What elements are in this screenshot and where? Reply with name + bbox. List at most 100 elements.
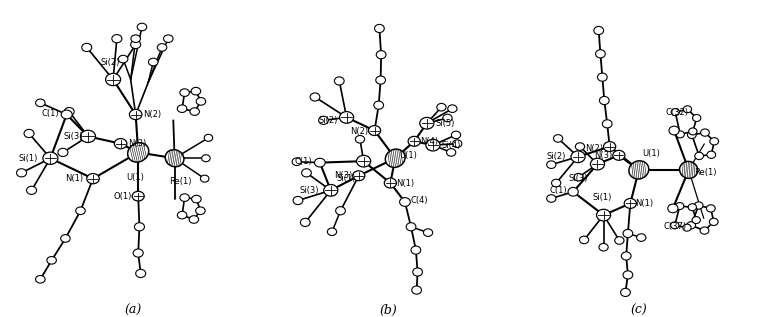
Text: C(1): C(1) [550,186,567,195]
Ellipse shape [420,117,434,129]
Ellipse shape [623,271,633,279]
Text: Si(3): Si(3) [299,186,319,195]
Ellipse shape [24,129,34,138]
Ellipse shape [293,197,303,204]
Ellipse shape [157,44,167,51]
Ellipse shape [319,116,328,124]
Ellipse shape [554,135,563,142]
Ellipse shape [551,179,560,187]
Text: Si(2): Si(2) [319,116,338,125]
Ellipse shape [86,174,100,184]
Ellipse shape [692,217,700,223]
Ellipse shape [132,191,144,201]
Ellipse shape [598,73,608,81]
Ellipse shape [300,218,310,226]
Ellipse shape [446,149,455,156]
Ellipse shape [671,222,679,229]
Ellipse shape [689,128,697,135]
Ellipse shape [385,149,405,167]
Ellipse shape [127,143,149,162]
Ellipse shape [426,139,440,151]
Ellipse shape [180,89,189,96]
Ellipse shape [314,158,325,167]
Ellipse shape [621,252,631,260]
Ellipse shape [452,140,462,147]
Text: O(1): O(1) [113,192,132,201]
Ellipse shape [406,223,416,231]
Ellipse shape [676,131,684,138]
Ellipse shape [374,101,384,109]
Ellipse shape [599,243,608,251]
Ellipse shape [707,151,716,158]
Ellipse shape [688,131,696,139]
Text: C(4): C(4) [411,196,428,205]
Ellipse shape [604,142,616,152]
Ellipse shape [355,135,364,143]
Ellipse shape [114,139,127,149]
Ellipse shape [613,150,625,160]
Text: N(4): N(4) [420,137,438,146]
Text: N(1): N(1) [65,174,83,183]
Ellipse shape [368,126,381,135]
Ellipse shape [671,109,679,116]
Text: C(1): C(1) [42,108,59,118]
Ellipse shape [130,41,141,49]
Text: Re(1): Re(1) [170,177,192,186]
Text: Si(3): Si(3) [569,174,588,183]
Ellipse shape [340,112,354,123]
Ellipse shape [676,203,684,210]
Ellipse shape [443,114,452,122]
Ellipse shape [47,256,56,264]
Ellipse shape [411,286,422,294]
Ellipse shape [327,228,337,236]
Text: Si(4): Si(4) [442,141,461,150]
Ellipse shape [112,35,122,43]
Ellipse shape [58,148,68,157]
Ellipse shape [437,103,446,111]
Ellipse shape [195,207,205,215]
Ellipse shape [191,87,201,95]
Ellipse shape [148,58,158,66]
Ellipse shape [623,230,633,237]
Ellipse shape [336,207,345,215]
Ellipse shape [408,136,420,146]
Ellipse shape [595,50,605,58]
Ellipse shape [683,106,692,113]
Text: C(37): C(37) [664,222,687,231]
Text: Si(5): Si(5) [435,119,455,128]
Ellipse shape [599,96,609,105]
Ellipse shape [376,76,385,84]
Ellipse shape [669,126,679,135]
Ellipse shape [615,237,624,244]
Ellipse shape [64,107,74,116]
Text: U(1): U(1) [127,173,144,182]
Ellipse shape [196,98,205,105]
Ellipse shape [448,105,457,113]
Ellipse shape [36,99,45,107]
Ellipse shape [165,150,184,167]
Text: C(32): C(32) [665,108,688,117]
Ellipse shape [574,173,583,181]
Ellipse shape [621,288,630,296]
Text: (a): (a) [124,304,142,317]
Ellipse shape [106,73,120,86]
Ellipse shape [16,169,26,177]
Ellipse shape [323,184,338,196]
Ellipse shape [452,131,461,139]
Ellipse shape [36,275,45,283]
Text: C(1): C(1) [294,157,312,166]
Ellipse shape [701,129,709,136]
Ellipse shape [384,178,397,188]
Ellipse shape [190,108,199,115]
Text: (c): (c) [631,304,647,317]
Ellipse shape [706,205,715,212]
Text: Si(2): Si(2) [547,152,566,161]
Ellipse shape [374,24,384,33]
Ellipse shape [625,198,636,208]
Text: N(3): N(3) [129,139,147,148]
Ellipse shape [629,161,648,179]
Text: Si(1): Si(1) [18,154,38,163]
Ellipse shape [118,55,128,63]
Text: Si(3): Si(3) [63,132,83,141]
Ellipse shape [134,249,144,257]
